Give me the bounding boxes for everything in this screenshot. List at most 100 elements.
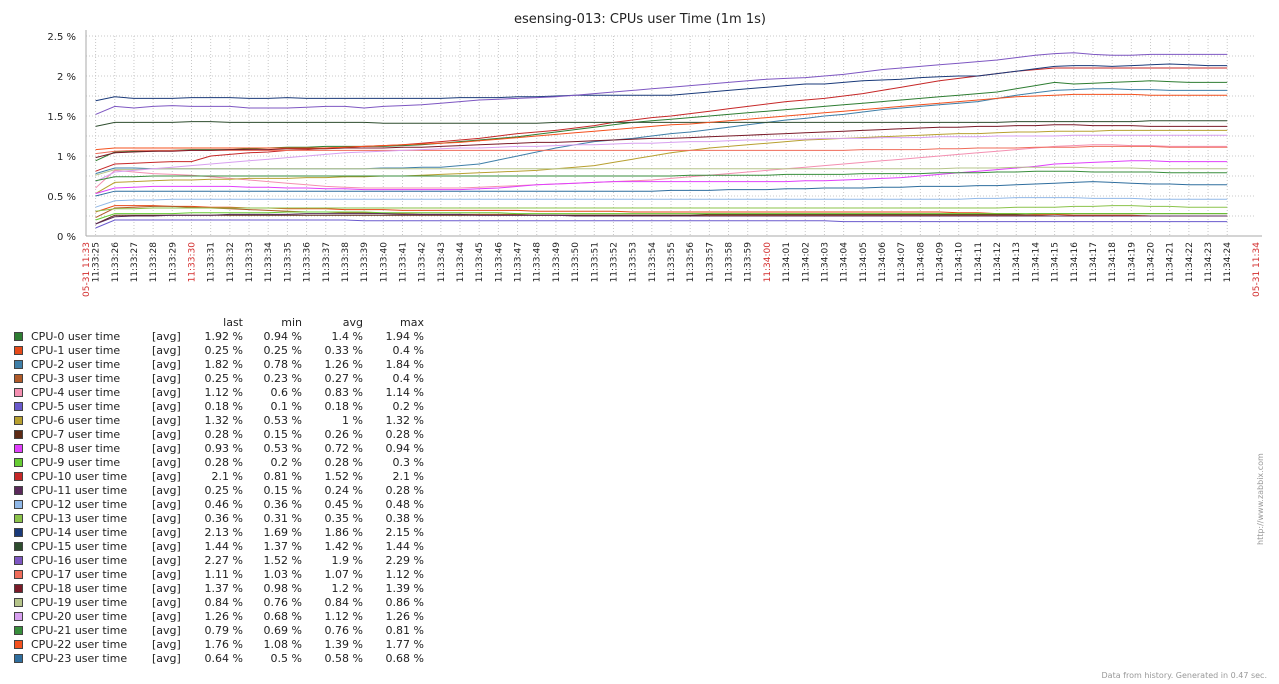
- series-lines: [95, 52, 1228, 229]
- legend-series-name: CPU-8 user time: [31, 442, 121, 455]
- x-tick-label: 11:34:24: [1223, 242, 1233, 283]
- legend-last: 0.25 %: [204, 344, 243, 357]
- x-tick-label: 11:33:56: [686, 242, 696, 283]
- x-start-label: 05-31 11:33: [82, 242, 92, 297]
- y-tick-label: 2 %: [57, 72, 76, 83]
- legend-last: 1.37 %: [204, 582, 243, 595]
- legend-func: [avg]: [152, 428, 181, 441]
- legend-max: 0.38 %: [385, 512, 424, 525]
- legend-avg: 1.07 %: [324, 568, 363, 581]
- legend-last: 1.12 %: [204, 386, 243, 399]
- legend-avg: 0.28 %: [324, 456, 363, 469]
- x-tick-label: 11:34:07: [897, 242, 907, 282]
- series-line: [95, 144, 1228, 189]
- x-tick-label: 11:33:27: [130, 242, 140, 282]
- zabbix-link[interactable]: http://www.zabbix.com: [1256, 453, 1265, 545]
- legend-series-name: CPU-13 user time: [31, 512, 128, 525]
- series-line: [95, 170, 1228, 182]
- legend-series-name: CPU-12 user time: [31, 498, 128, 511]
- x-tick-label: 11:33:51: [590, 242, 600, 282]
- x-tick-label: 11:33:41: [398, 242, 408, 282]
- x-tick-label: 11:34:11: [974, 242, 984, 282]
- legend-series-name: CPU-9 user time: [31, 456, 121, 469]
- legend-max: 2.29 %: [385, 554, 424, 567]
- legend-min: 0.1 %: [270, 400, 302, 413]
- legend-series-name: CPU-10 user time: [31, 470, 128, 483]
- y-tick-label: 0 %: [57, 232, 76, 243]
- legend-swatch: [14, 402, 23, 411]
- legend-max: 1.26 %: [385, 610, 424, 623]
- series-line: [95, 197, 1228, 208]
- legend-max: 0.4 %: [392, 344, 424, 357]
- legend-avg: 0.35 %: [324, 512, 363, 525]
- series-line: [95, 160, 1228, 195]
- x-tick-label: 11:33:45: [475, 242, 485, 282]
- legend-avg: 1.26 %: [324, 358, 363, 371]
- legend-last: 0.28 %: [204, 428, 243, 441]
- legend-last: 1.82 %: [204, 358, 243, 371]
- legend-avg: 0.24 %: [324, 484, 363, 497]
- legend-last: 2.27 %: [204, 554, 243, 567]
- legend-func: [avg]: [152, 386, 181, 399]
- x-tick-label: 11:34:21: [1166, 242, 1176, 282]
- legend-func: [avg]: [152, 540, 181, 553]
- generated-note: Data from history. Generated in 0.47 sec…: [1101, 671, 1267, 680]
- legend-swatch: [14, 430, 23, 439]
- legend-swatch: [14, 374, 23, 383]
- x-tick-label: 11:33:44: [456, 242, 466, 283]
- legend-series-name: CPU-4 user time: [31, 386, 121, 399]
- legend-avg: 0.45 %: [324, 498, 363, 511]
- x-tick-label: 11:33:43: [437, 242, 447, 282]
- x-tick-label: 11:33:28: [149, 242, 159, 283]
- legend-func: [avg]: [152, 358, 181, 371]
- legend-min: 1.69 %: [263, 526, 302, 539]
- legend-series-name: CPU-0 user time: [31, 330, 121, 343]
- legend-avg: 0.76 %: [324, 624, 363, 637]
- x-tick-label: 11:33:33: [245, 242, 255, 282]
- x-tick-label: 11:34:13: [1012, 242, 1022, 282]
- legend-last: 0.36 %: [204, 512, 243, 525]
- legend-swatch: [14, 556, 23, 565]
- legend-avg: 1.2 %: [331, 582, 363, 595]
- legend-func: [avg]: [152, 414, 181, 427]
- chart-title: esensing-013: CPUs user Time (1m 1s): [514, 12, 766, 27]
- legend-series-name: CPU-21 user time: [31, 624, 128, 637]
- line-chart: esensing-013: CPUs user Time (1m 1s) 11:…: [47, 12, 1262, 297]
- legend-max: 0.28 %: [385, 484, 424, 497]
- legend-max: 0.4 %: [392, 372, 424, 385]
- x-tick-label: 11:34:00: [763, 242, 773, 283]
- series-line: [95, 213, 1228, 225]
- legend-func: [avg]: [152, 372, 181, 385]
- legend-max: 1.94 %: [385, 330, 424, 343]
- legend-series-name: CPU-3 user time: [31, 372, 121, 385]
- legend-swatch: [14, 332, 23, 341]
- series-line: [95, 145, 1228, 155]
- legend-last: 0.93 %: [204, 442, 243, 455]
- x-tick-label: 11:33:25: [92, 242, 102, 282]
- series-line: [95, 181, 1228, 197]
- legend-func: [avg]: [152, 624, 181, 637]
- legend-min: 1.08 %: [263, 638, 302, 651]
- series-line: [95, 211, 1228, 221]
- x-tick-label: 11:33:38: [341, 242, 351, 283]
- legend-series-name: CPU-16 user time: [31, 554, 128, 567]
- legend-swatch: [14, 360, 23, 369]
- legend-avg: 1.86 %: [324, 526, 363, 539]
- legend-func: [avg]: [152, 512, 181, 525]
- legend-last: 1.32 %: [204, 414, 243, 427]
- series-line: [95, 120, 1228, 127]
- legend-series-name: CPU-5 user time: [31, 400, 121, 413]
- legend-func: [avg]: [152, 596, 181, 609]
- legend-min: 0.5 %: [270, 652, 302, 665]
- legend-min: 0.81 %: [263, 470, 302, 483]
- series-line: [95, 80, 1228, 162]
- x-tick-label: 11:34:14: [1031, 242, 1041, 283]
- legend-series-name: CPU-23 user time: [31, 652, 128, 665]
- x-tick-label: 11:33:35: [283, 242, 293, 282]
- legend-func: [avg]: [152, 638, 181, 651]
- legend-swatch: [14, 584, 23, 593]
- legend-last: 0.46 %: [204, 498, 243, 511]
- legend-swatch: [14, 472, 23, 481]
- x-tick-label: 11:34:18: [1108, 242, 1118, 283]
- legend-min: 0.15 %: [263, 428, 302, 441]
